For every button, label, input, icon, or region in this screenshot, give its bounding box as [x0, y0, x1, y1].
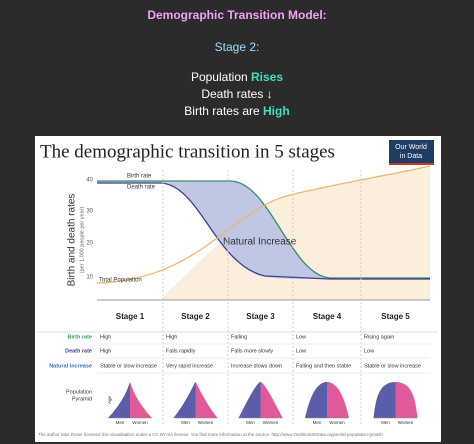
- table-cell: Falls more slowly: [231, 348, 273, 354]
- pyramid-women: [130, 382, 152, 418]
- stage-label: Stage 4: [313, 312, 342, 321]
- footer: The author Max Roser licensed this visua…: [38, 432, 383, 437]
- stage-label: Stage 5: [381, 312, 410, 321]
- line: Death rates ↓: [0, 87, 474, 101]
- table-cell: High: [166, 334, 177, 340]
- y-tick-label: 40: [86, 178, 93, 184]
- row-label: Death rate: [65, 348, 92, 354]
- logo: [389, 140, 434, 165]
- table-cell: Falls rapidly: [166, 348, 196, 354]
- logo-text: Our World: [395, 144, 427, 151]
- pyramid-men: [173, 382, 196, 418]
- women-label: Women: [398, 420, 414, 425]
- table-cell: Stable or slow increase: [100, 363, 157, 369]
- highlight: High: [263, 104, 290, 118]
- header-title: Demographic Transition Model:: [147, 8, 327, 22]
- line: Population Rises: [0, 70, 474, 84]
- table-cell: Increase slows down: [231, 363, 282, 369]
- annotation: Birth rate: [127, 174, 152, 180]
- y-tick-label: 30: [86, 209, 93, 215]
- logo-bar: [389, 163, 434, 165]
- stage-label: Stage 1: [116, 312, 145, 321]
- table-cell: Low: [364, 348, 374, 354]
- logo-text: in Data: [400, 153, 422, 160]
- pyramid-women: [395, 382, 418, 418]
- highlight: Rises: [251, 70, 284, 84]
- annotation: Death rate: [127, 185, 156, 191]
- table-cell: Rising again: [364, 334, 394, 340]
- age-label: Age: [107, 396, 112, 405]
- birth-rate-line: [97, 180, 430, 279]
- pyramid-women: [195, 382, 218, 418]
- y-tick-label: 20: [86, 241, 93, 247]
- figure-title: The demographic transition in 5 stages: [40, 141, 335, 162]
- table-cell: Falling: [231, 334, 247, 340]
- natural-increase-fill: [160, 181, 330, 278]
- line-text: Population: [190, 70, 248, 84]
- y-tick-label: 10: [86, 275, 93, 281]
- annotation: Natural Increase: [223, 237, 297, 248]
- line-text: Death rates ↓: [201, 87, 273, 101]
- row-label: Birth rate: [68, 334, 92, 340]
- table-cell: High: [100, 334, 111, 340]
- annotation: Total Population: [99, 278, 142, 284]
- table-cell: Falling and then stable: [296, 363, 351, 369]
- table-cell: Low: [296, 334, 306, 340]
- table-cell: Stable or slow increase: [364, 363, 421, 369]
- table-cell: Very rapid increase: [166, 363, 213, 369]
- row-label: Pyramid: [72, 396, 92, 402]
- line-text: Birth rates are: [184, 104, 260, 118]
- pyramid-women: [260, 382, 283, 418]
- row-label: Population: [66, 389, 92, 395]
- population-line: [96, 165, 431, 284]
- pyramid-men: [108, 382, 130, 418]
- women-label: Women: [263, 420, 279, 425]
- men-label: Men: [313, 420, 322, 425]
- stage-label: Stage 2: [181, 312, 210, 321]
- men-label: Men: [181, 420, 190, 425]
- pyramid-men: [373, 382, 396, 418]
- men-label: Men: [246, 420, 255, 425]
- men-label: Men: [381, 420, 390, 425]
- death-rate-line: [97, 182, 430, 280]
- pyramid-women: [327, 382, 349, 418]
- stage-label: Stage 3: [246, 312, 275, 321]
- y-axis-sublabel: (per 1,000 people per year): [79, 207, 85, 274]
- women-label: Women: [329, 420, 345, 425]
- pyramid-men: [238, 382, 261, 418]
- table-cell: Low: [296, 348, 306, 354]
- line: Birth rates are High: [0, 104, 474, 118]
- table-cell: High: [100, 348, 111, 354]
- women-label: Women: [132, 420, 148, 425]
- pyramid-men: [305, 382, 327, 418]
- stage-label: Stage 2:: [214, 40, 260, 54]
- row-label: Natural increase: [49, 363, 92, 369]
- women-label: Women: [198, 420, 214, 425]
- y-axis-label: Birth and death rates: [67, 194, 78, 287]
- men-label: Men: [116, 420, 125, 425]
